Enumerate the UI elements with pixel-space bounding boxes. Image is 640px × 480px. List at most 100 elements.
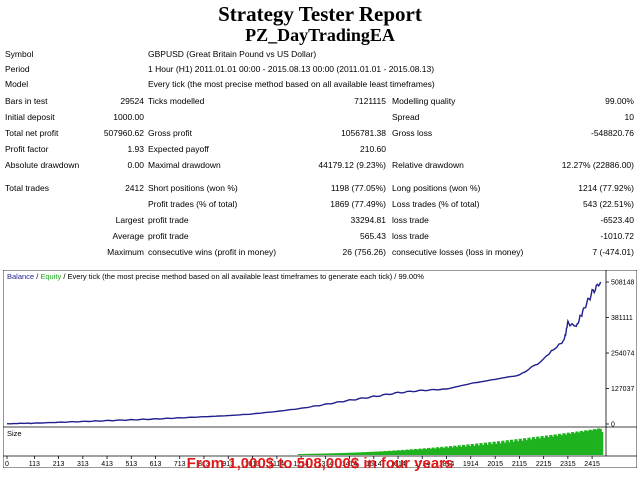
x-tick-label: 113 [29,461,40,468]
size-bar [600,432,604,455]
symbol-label: Symbol [5,49,34,59]
pt-value: 1869 (77.49%) [330,199,386,209]
deposit-label: Initial deposit [5,112,55,122]
legend-equity: Equity [40,272,61,281]
y-tick-labels: 508148 381111 254074 127037 0 [606,280,634,429]
pf-value: 1.93 [127,144,144,154]
short-value: 1198 (77.05%) [330,183,386,193]
x-tick-label: 1314 [318,461,334,468]
ticks-value: 7121115 [354,96,386,106]
x-tick-label: 1013 [245,461,261,468]
grossloss-value: -548820.76 [590,128,634,138]
trades-label: Total trades [5,183,49,193]
bars-label: Bars in test [5,96,48,106]
stats-row-maximum: Maximum consecutive wins (profit in mone… [0,245,640,260]
bars-value: 29524 [120,96,144,106]
absdd-value: 0.00 [127,160,144,170]
netprofit-value: 507960.62 [103,128,144,138]
long-value: 1214 (77.92%) [578,183,634,193]
x-tick-label: 2315 [560,461,576,468]
period-row: Period 1 Hour (H1) 2011.01.01 00:00 - 20… [0,62,640,77]
mcl-value: 7 (-474.01) [592,247,634,257]
x-tick-label: 813 [198,461,210,468]
grossloss-label: Gross loss [392,128,433,138]
stats-row-trades: Total trades 2412 Short positions (won %… [0,181,640,196]
pt-label: Profit trades (% of total) [148,199,238,209]
ap-value: 565.43 [360,231,386,241]
ll-value: -6523.40 [600,215,634,225]
quality-label: Modelling quality [392,96,456,106]
x-tick-label: 2415 [584,461,600,468]
maxdd-value: 44179.12 (9.23%) [318,160,386,170]
y-tick-label: 508148 [611,280,634,287]
x-tick-label: 1414 [342,461,358,468]
x-tick-label: 1614 [390,461,406,468]
x-tick-label: 2215 [536,461,552,468]
x-tick-label: 513 [125,461,137,468]
balance-chart: Balance / Equity / Every tick (the most … [3,270,637,468]
payoff-label: Expected payoff [148,144,209,154]
legend-balance: Balance [7,272,34,281]
pf-label: Profit factor [5,144,49,154]
deposit-value: 1000.00 [113,112,144,122]
legend-sep: / [34,272,40,281]
model-row: Model Every tick (the most precise metho… [0,77,640,92]
stats-row-dd: Absolute drawdown 0.00 Maximal drawdown … [0,158,640,173]
al-value: -1010.72 [600,231,634,241]
maximum-label: Maximum [107,247,144,257]
stats-row-bars: Bars in test 29524 Ticks modelled 712111… [0,94,640,109]
model-label: Model [5,79,29,89]
stats-row-netprofit: Total net profit 507960.62 Gross profit … [0,126,640,141]
chart-legend: Balance / Equity / Every tick (the most … [7,272,424,281]
grossprofit-value: 1056781.38 [341,128,386,138]
x-tick-label: 613 [150,461,162,468]
quality-value: 99.00% [605,96,634,106]
lp-value: 33294.81 [350,215,386,225]
ticks-label: Ticks modelled [148,96,205,106]
report-title: Strategy Tester Report [218,2,422,26]
long-label: Long positions (won %) [392,183,481,193]
x-tick-label: 213 [53,461,65,468]
payoff-value: 210.60 [360,144,386,154]
y-tick-label: 127037 [611,386,634,393]
report-subtitle: PZ_DayTradingEA [245,25,395,45]
x-tick-label: 1514 [366,461,382,468]
ap-label: profit trade [148,231,189,241]
x-tick-label: 313 [77,461,89,468]
x-tick-label: 0 [5,461,9,468]
x-tick-label: 1114 [270,461,285,468]
mcw-label: consecutive wins (profit in money) [148,247,277,257]
model-value: Every tick (the most precise method base… [148,79,435,89]
ll-label: loss trade [392,215,429,225]
symbol-value: GBPUSD (Great Britain Pound vs US Dollar… [148,49,317,59]
maxdd-label: Maximal drawdown [148,160,221,170]
size-bars [297,428,604,455]
tagline: From 1,000$ to 508,000$ in four years [186,455,454,472]
absdd-label: Absolute drawdown [5,160,80,170]
al-label: loss trade [392,231,429,241]
period-label: Period [5,64,30,74]
x-tick-label: 1814 [439,461,455,468]
x-tick-label: 2115 [512,461,527,468]
period-value: 1 Hour (H1) 2011.01.01 00:00 - 2015.08.1… [148,64,435,74]
chart-frame [3,270,637,468]
average-label: Average [112,231,144,241]
x-tick-label: 1914 [463,461,479,468]
reldd-value: 12.27% (22886.00) [561,160,634,170]
legend-rest: / Every tick (the most precise method ba… [61,272,424,281]
stats-row-pf: Profit factor 1.93 Expected payoff 210.6… [0,142,640,157]
x-tick-label: 913 [222,461,234,468]
y-tick-label: 381111 [611,315,633,322]
trades-value: 2412 [125,183,144,193]
mcl-label: consecutive losses (loss in money) [392,247,524,257]
spread-label: Spread [392,112,420,122]
symbol-row: Symbol GBPUSD (Great Britain Pound vs US… [0,47,640,62]
stats-row-average: Average profit trade 565.43 loss trade -… [0,229,640,244]
balance-series-line [6,281,602,425]
lp-label: profit trade [148,215,189,225]
y-tick-label: 0 [611,422,615,429]
short-label: Short positions (won %) [148,183,238,193]
x-tick-label: 713 [174,461,186,468]
y-tick-label: 254074 [611,351,634,358]
largest-label: Largest [115,215,144,225]
